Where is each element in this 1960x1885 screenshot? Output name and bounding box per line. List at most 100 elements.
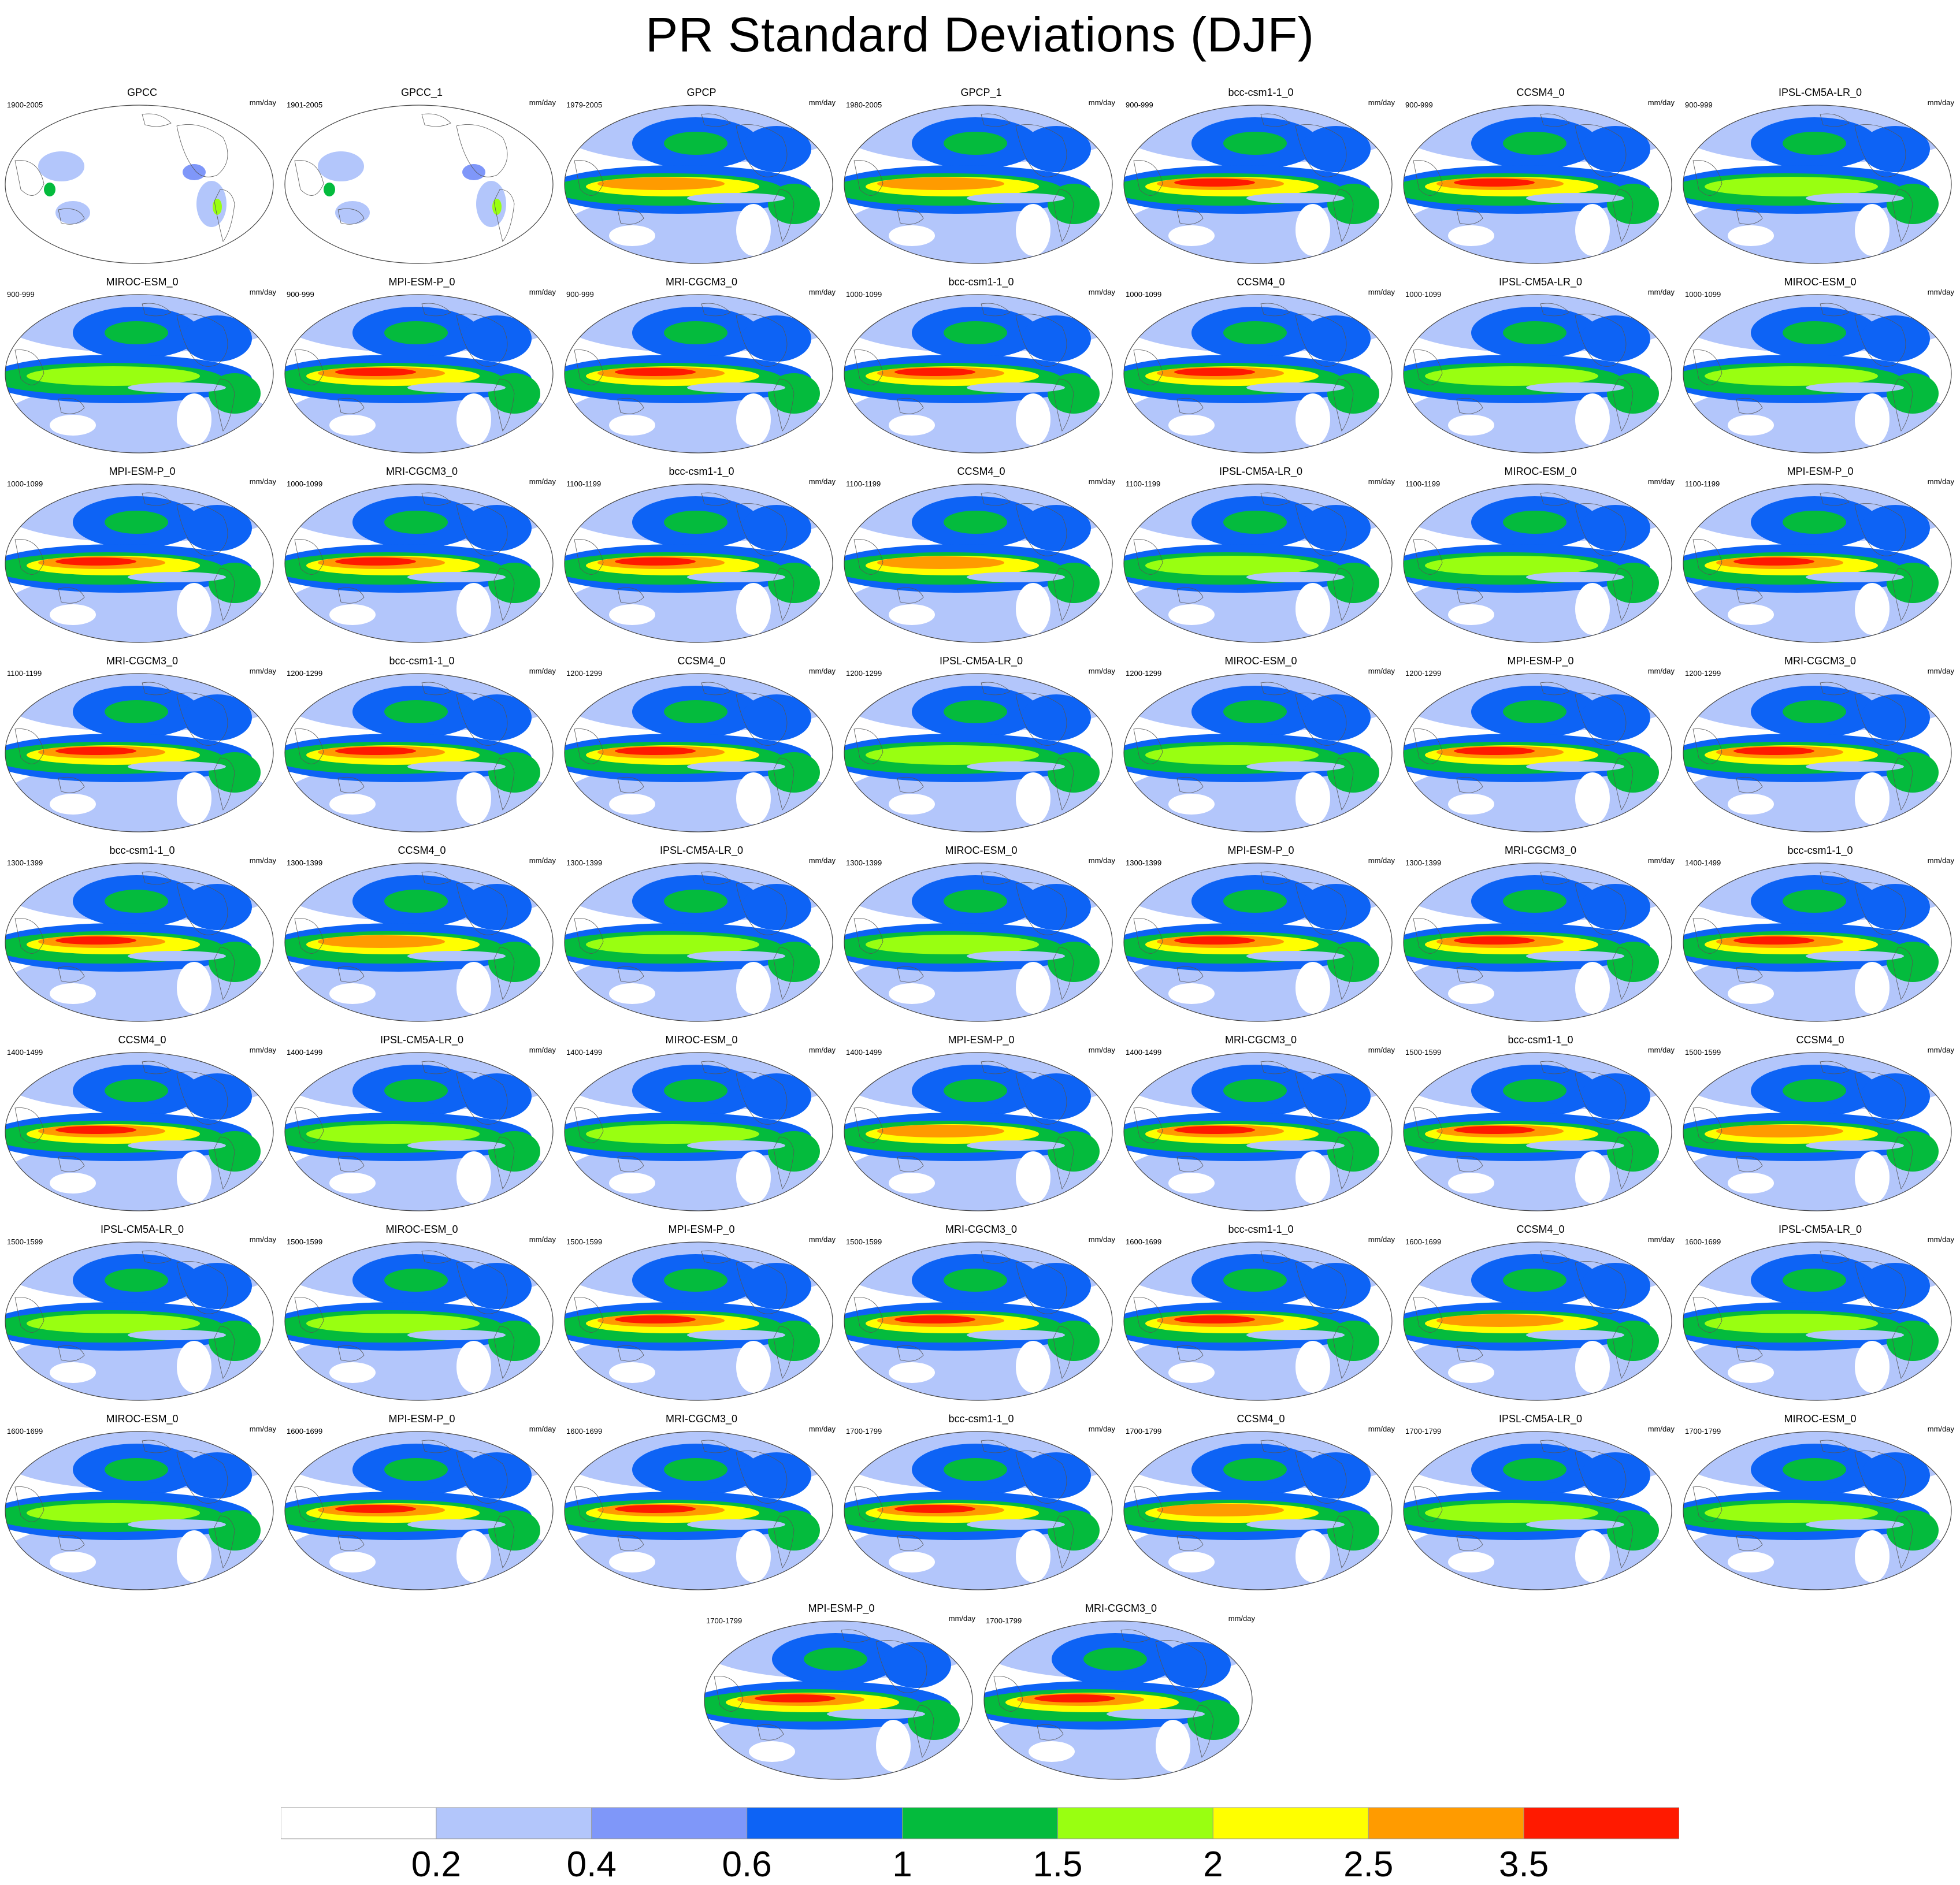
cold-tongue [1246,1519,1345,1530]
storm-track [742,884,811,930]
coastline [1575,882,1627,935]
panel-period: 1200-1299 [566,669,603,678]
map-background [285,105,553,263]
coastline [897,1155,924,1172]
storm-track [1083,1648,1147,1671]
map-plot [5,673,274,832]
map-panel: GPCC_1 1901-2005 mm/day [283,87,560,266]
coastline [1540,303,1570,317]
map-panel: MRI-CGCM3_0 1600-1699 mm/day [563,1413,840,1592]
storm-track [1783,321,1846,344]
storm-track [105,321,168,344]
coastline [1053,189,1074,242]
dry-zone [1575,962,1610,1014]
cold-tongue [1526,1330,1624,1340]
map-plot [1123,1241,1393,1401]
storm-track [944,511,1007,534]
panel-units: mm/day [808,477,836,486]
coastline [176,1261,228,1314]
map-panel: MRI-CGCM3_0 1700-1799 mm/day [982,1603,1260,1782]
dry-zone [456,772,491,824]
map-border [1403,1431,1672,1590]
tropical-core [335,368,416,376]
map-border [564,862,833,1022]
coastline [456,1261,508,1314]
map-border [1123,1052,1393,1211]
storm-track [1581,1452,1650,1499]
cold-tongue [128,382,226,393]
panel-units: mm/day [249,1425,276,1433]
coastline [421,1250,451,1264]
dry-zone [456,1530,491,1582]
coastline [1260,682,1290,696]
tropical-core [1425,1503,1598,1523]
dry-zone [1448,415,1494,436]
coastline [1053,947,1074,1000]
coastline [1295,693,1347,746]
storm-track [944,1269,1007,1292]
dry-zone [1728,604,1774,625]
coastline [1736,397,1763,414]
panel-units: mm/day [1368,856,1395,865]
coastline [736,124,788,177]
panel-units: mm/day [1088,1425,1115,1433]
coastline [574,1486,604,1522]
storm-track [1503,700,1566,723]
panel-title: bcc-csm1-1_0 [948,276,1014,288]
panel-units: mm/day [529,98,556,107]
coastline [294,1107,324,1143]
coastline [981,113,1011,127]
coastline [1015,1451,1067,1504]
panel-units: mm/day [1647,856,1675,865]
map-border [844,673,1113,832]
coastline [736,882,788,935]
panel-period: 900-999 [1126,101,1153,109]
cold-tongue [1806,1330,1904,1340]
panel-title: MPI-ESM-P_0 [109,466,176,477]
map-plot [1123,673,1393,832]
map-border [5,294,274,453]
panel-period: 1600-1699 [1405,1237,1442,1246]
coastline [493,1136,515,1189]
coastline [714,1676,744,1712]
panel-period: 1400-1499 [1126,1048,1162,1057]
map-panel: CCSM4_0 1500-1599 mm/day [1681,1034,1959,1213]
map-border [1683,294,1952,453]
coastline [736,503,788,556]
coastline [421,303,451,317]
dry-zone [1575,583,1610,635]
coastline [574,1107,604,1143]
storm-track [1223,132,1287,155]
map-panel: MPI-ESM-P_0 1300-1399 mm/day [1122,845,1400,1024]
panel-period: 1300-1399 [846,858,882,867]
map-plot [1403,1431,1672,1590]
dry-zone [736,1151,771,1203]
panel-period: 1700-1799 [1685,1427,1721,1436]
tropical-core [318,935,445,948]
map-plot [284,862,554,1022]
coastline [993,1676,1023,1712]
cold-tongue [967,761,1065,772]
storm-track [664,700,727,723]
cold-tongue [1806,193,1904,203]
map-border [564,484,833,643]
panel-period: 1100-1199 [1405,479,1441,488]
tropical-core [1733,936,1814,945]
storm-track [1503,890,1566,913]
map-panel: GPCP 1979-2005 mm/day [563,87,840,266]
panel-units: mm/day [808,1425,836,1433]
coastline [1820,682,1850,696]
map-border [564,105,833,264]
coastline [421,682,451,696]
land-field [324,183,335,196]
dry-zone [1855,962,1890,1014]
dry-zone [1016,204,1050,256]
map-plot [1123,1052,1393,1211]
dry-zone [1016,393,1050,445]
coastline [1612,1136,1634,1189]
coastline [493,189,515,242]
storm-track [664,1458,727,1481]
coastline [1854,124,1906,177]
storm-track [1783,511,1846,534]
coastline [897,1345,924,1362]
